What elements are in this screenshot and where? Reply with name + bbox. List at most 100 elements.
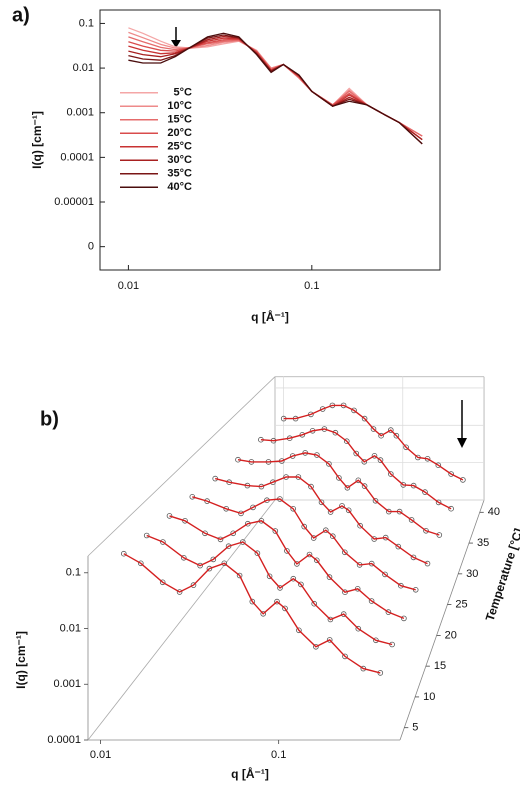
fit-line: [215, 476, 428, 565]
data-point: [345, 507, 352, 514]
data-point: [217, 536, 224, 543]
legend-label: 20°C: [167, 127, 192, 139]
y-tick-label: 0.1: [66, 567, 81, 579]
legend-label: 10°C: [167, 100, 192, 112]
data-point: [355, 477, 362, 484]
z-tick-label: 25: [455, 599, 467, 611]
z-tick-label: 10: [423, 691, 435, 703]
data-point: [387, 427, 394, 433]
data-point: [403, 444, 409, 451]
data-point: [326, 574, 333, 580]
series-group: [235, 450, 443, 538]
y-tick-label: 0.001: [66, 107, 94, 119]
data-point: [318, 499, 325, 506]
legend-label: 25°C: [167, 141, 192, 153]
series-group: [166, 513, 407, 622]
z-tick-label: 30: [466, 568, 478, 580]
data-point: [159, 579, 166, 586]
data-point: [176, 589, 183, 595]
data-point: [339, 503, 345, 509]
data-point: [311, 600, 318, 607]
data-point: [266, 573, 273, 580]
data-point: [290, 505, 297, 512]
data-point: [326, 637, 333, 643]
fit-line: [283, 404, 464, 481]
data-point: [221, 560, 228, 567]
fit-line: [169, 515, 405, 620]
data-point: [435, 499, 442, 506]
data-point: [254, 550, 261, 556]
z-tick-label: 35: [477, 537, 489, 549]
arrow: [171, 27, 181, 48]
data-point: [329, 533, 336, 539]
data-point: [236, 572, 243, 579]
data-point: [310, 535, 317, 541]
data-point: [249, 598, 256, 605]
data-point: [332, 429, 339, 436]
data-point: [355, 625, 362, 632]
series-group: [189, 493, 419, 593]
data-point: [182, 517, 188, 524]
data-point: [393, 432, 400, 439]
data-point: [408, 517, 415, 523]
x-tick-label: 0.01: [90, 749, 111, 761]
data-point: [423, 527, 429, 534]
data-point: [322, 527, 329, 533]
data-point: [378, 432, 384, 439]
data-point: [351, 407, 357, 414]
data-point: [210, 556, 217, 563]
z-tick-label: 5: [412, 722, 418, 734]
y-tick-label: 0: [88, 241, 94, 253]
data-point: [277, 585, 283, 591]
legend-label: 30°C: [167, 154, 192, 166]
panel-label: b): [40, 408, 59, 430]
data-point: [382, 571, 388, 578]
data-point: [395, 543, 402, 550]
data-point: [448, 471, 454, 477]
data-point: [387, 471, 394, 477]
data-point: [353, 450, 360, 457]
data-point: [372, 497, 379, 504]
z-tick-label: 40: [488, 506, 500, 518]
data-point: [385, 609, 392, 615]
series-group: [280, 402, 466, 483]
data-point: [319, 406, 326, 412]
data-point: [410, 554, 417, 561]
y-tick-label: 0.001: [53, 678, 81, 690]
x-axis-label: q [Å⁻¹]: [231, 766, 269, 781]
data-point: [435, 462, 442, 469]
data-point: [160, 539, 166, 545]
data-point: [436, 532, 443, 538]
data-point: [202, 530, 208, 537]
arrow: [457, 400, 467, 448]
x-tick-label: 0.1: [271, 749, 286, 761]
data-point: [342, 653, 348, 660]
y-tick-label: 0.00001: [54, 196, 94, 208]
legend-label: 15°C: [167, 114, 192, 126]
panel-label: a): [12, 4, 30, 26]
y-tick-label: 0.01: [73, 62, 94, 74]
data-point: [190, 582, 197, 588]
x-tick-label: 0.01: [118, 280, 139, 292]
data-point: [274, 598, 280, 605]
y-tick-label: 0.01: [60, 622, 81, 634]
data-point: [401, 615, 407, 622]
series-line: [128, 32, 423, 145]
data-point: [341, 549, 348, 556]
data-point: [308, 483, 314, 490]
legend-label: 40°C: [167, 181, 192, 193]
series-group: [212, 474, 431, 567]
data-point: [166, 513, 173, 519]
data-point: [143, 532, 150, 539]
plot-frame: [99, 9, 441, 271]
legend-label: 5°C: [174, 87, 193, 99]
data-point: [422, 489, 428, 495]
data-point: [361, 415, 368, 422]
fit-line: [260, 428, 452, 510]
fit-line: [237, 452, 440, 536]
data-point: [368, 598, 375, 604]
series-group: [143, 532, 395, 648]
data-point: [272, 528, 279, 534]
data-point: [138, 560, 144, 567]
